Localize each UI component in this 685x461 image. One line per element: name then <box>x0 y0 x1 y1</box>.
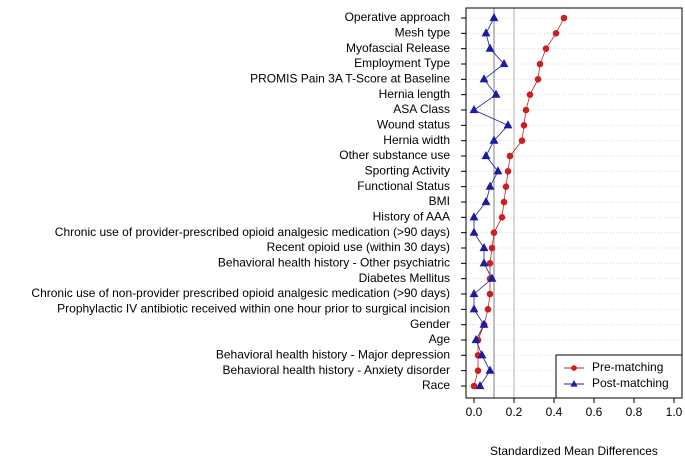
data-point <box>518 137 526 144</box>
data-point <box>489 12 499 22</box>
y-tick-label: Behavioral health history - Major depres… <box>216 348 450 362</box>
data-point <box>489 135 499 144</box>
data-point <box>485 181 495 190</box>
y-tick-label: Myofascial Release <box>346 41 450 55</box>
data-point <box>485 365 495 374</box>
data-point <box>503 120 513 129</box>
data-point <box>481 28 491 37</box>
data-point <box>481 196 491 206</box>
legend-label: Post-matching <box>592 376 669 390</box>
legend-marker <box>570 380 578 387</box>
data-point <box>560 14 568 22</box>
x-tick-label: 0.4 <box>546 405 563 419</box>
data-point <box>477 350 487 359</box>
y-tick-label: BMI <box>429 194 450 208</box>
data-point <box>506 152 514 160</box>
data-point <box>500 198 508 206</box>
y-tick-label: Prophylactic IV antibiotic received with… <box>57 302 450 316</box>
data-point <box>491 89 501 98</box>
data-point <box>498 214 506 221</box>
y-tick-label: Other substance use <box>339 148 450 162</box>
y-tick-label: Sporting Activity <box>365 164 450 178</box>
y-tick-label: ASA Class <box>393 102 450 116</box>
data-point <box>486 290 494 298</box>
data-point <box>469 227 479 236</box>
y-tick-label: History of AAA <box>373 210 450 224</box>
x-tick-label: 0.8 <box>626 405 643 419</box>
data-point <box>504 168 512 175</box>
data-point <box>488 244 496 252</box>
x-tick-label: 1.0 <box>666 405 683 419</box>
data-point <box>522 106 530 114</box>
data-point <box>534 76 542 83</box>
y-tick-label: Diabetes Mellitus <box>359 271 450 285</box>
y-tick-label: Hernia width <box>383 133 450 147</box>
x-axis-label: Standardized Mean Differences <box>490 444 658 458</box>
legend-box <box>555 354 683 399</box>
data-point <box>469 304 479 313</box>
y-tick-label: Mesh type <box>395 26 451 40</box>
data-point <box>493 166 503 175</box>
data-point <box>485 43 495 52</box>
data-point <box>469 212 479 221</box>
x-tick-label: 0.6 <box>586 405 603 419</box>
x-tick-label: 0.0 <box>466 405 483 419</box>
data-point <box>479 258 489 267</box>
y-tick-label: Recent opioid use (within 30 days) <box>267 240 450 254</box>
x-tick-label: 0.2 <box>506 405 523 419</box>
y-tick-label: PROMIS Pain 3A T-Score at Baseline <box>250 72 450 86</box>
y-tick-label: Wound status <box>377 118 450 132</box>
data-point <box>469 104 479 114</box>
data-point <box>520 122 528 129</box>
data-point <box>487 273 497 282</box>
data-point <box>470 382 478 390</box>
data-point <box>471 334 481 344</box>
y-tick-label: Race <box>422 378 450 392</box>
data-point <box>475 380 485 390</box>
legend-label: Pre-matching <box>592 360 663 374</box>
data-point <box>474 367 482 374</box>
data-point <box>552 30 560 37</box>
y-tick-label: Employment Type <box>354 56 450 70</box>
data-point <box>484 306 492 313</box>
data-point <box>502 183 510 190</box>
y-tick-label: Behavioral health history - Other psychi… <box>218 256 450 270</box>
data-point <box>479 74 489 83</box>
data-point <box>526 91 534 98</box>
y-tick-label: Chronic use of provider-prescribed opioi… <box>55 225 450 239</box>
data-point <box>499 58 509 68</box>
y-tick-label: Chronic use of non-provider prescribed o… <box>31 286 450 300</box>
data-point <box>490 229 498 236</box>
y-tick-label: Functional Status <box>357 179 450 193</box>
data-point <box>469 288 479 298</box>
y-tick-label: Behavioral health history - Anxiety diso… <box>223 363 450 377</box>
data-point <box>536 60 544 68</box>
y-tick-label: Operative approach <box>345 10 450 24</box>
legend-marker <box>571 365 577 371</box>
y-tick-label: Gender <box>410 317 450 331</box>
data-point <box>486 260 494 267</box>
y-tick-label: Age <box>429 332 451 346</box>
data-point <box>542 45 550 52</box>
y-tick-label: Hernia length <box>379 87 450 101</box>
data-point <box>479 319 489 328</box>
data-point <box>479 242 489 252</box>
data-point <box>481 150 491 160</box>
